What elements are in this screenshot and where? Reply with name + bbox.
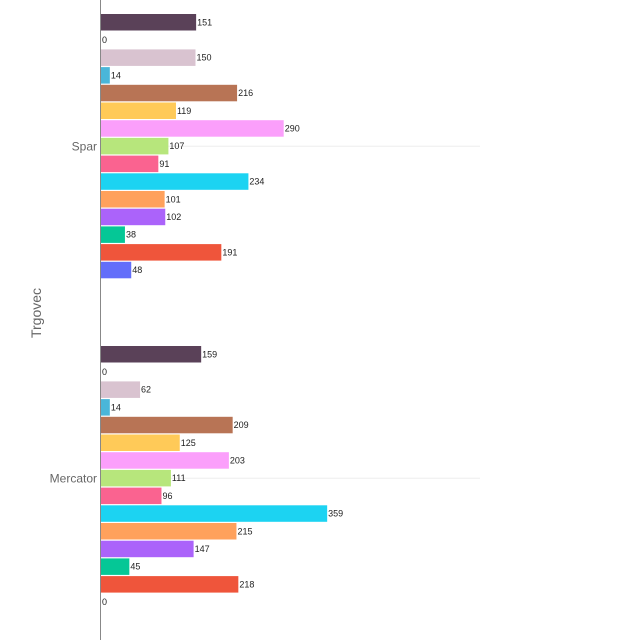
bar[interactable] bbox=[101, 434, 180, 452]
category-label: Mercator bbox=[50, 471, 97, 485]
value-label: 209 bbox=[234, 420, 249, 430]
value-label: 159 bbox=[202, 349, 217, 359]
bar[interactable] bbox=[101, 102, 176, 120]
bar[interactable] bbox=[101, 381, 141, 398]
bars bbox=[101, 14, 328, 593]
bar[interactable] bbox=[101, 487, 162, 505]
value-label: 191 bbox=[222, 247, 237, 257]
value-label: 107 bbox=[169, 141, 184, 151]
bar[interactable] bbox=[101, 84, 238, 102]
value-label: 111 bbox=[172, 473, 186, 483]
bar[interactable] bbox=[101, 49, 196, 66]
category-label: Spar bbox=[72, 139, 97, 153]
bar[interactable] bbox=[101, 452, 229, 469]
value-label: 48 bbox=[132, 265, 142, 275]
value-label: 216 bbox=[238, 88, 253, 98]
bar[interactable] bbox=[101, 399, 110, 416]
value-label: 102 bbox=[166, 212, 181, 222]
value-label: 290 bbox=[285, 123, 300, 133]
bar[interactable] bbox=[101, 505, 328, 522]
bar[interactable] bbox=[101, 191, 165, 208]
bar[interactable] bbox=[101, 416, 233, 434]
bar[interactable] bbox=[101, 558, 130, 575]
value-label: 203 bbox=[230, 455, 245, 465]
value-label: 14 bbox=[111, 70, 121, 80]
value-label: 0 bbox=[102, 367, 107, 377]
value-label: 14 bbox=[111, 402, 121, 412]
value-label: 215 bbox=[237, 526, 252, 536]
value-label: 119 bbox=[177, 106, 191, 116]
value-label: 0 bbox=[102, 35, 107, 45]
value-label: 45 bbox=[130, 562, 140, 572]
value-label: 218 bbox=[239, 579, 254, 589]
y-axis-title: Trgovec bbox=[28, 288, 44, 338]
bar[interactable] bbox=[101, 244, 222, 261]
value-label: 359 bbox=[328, 509, 343, 519]
value-label: 96 bbox=[162, 491, 172, 501]
bar[interactable] bbox=[101, 14, 197, 31]
value-label: 151 bbox=[197, 17, 212, 27]
value-label: 147 bbox=[195, 544, 210, 554]
bar[interactable] bbox=[101, 469, 171, 487]
bar[interactable] bbox=[101, 208, 166, 226]
value-label: 101 bbox=[166, 194, 181, 204]
bar[interactable] bbox=[101, 346, 202, 363]
bar[interactable] bbox=[101, 173, 249, 190]
bar[interactable] bbox=[101, 137, 169, 155]
bar[interactable] bbox=[101, 576, 239, 593]
value-label: 0 bbox=[102, 597, 107, 607]
value-label: 91 bbox=[159, 159, 169, 169]
bar[interactable] bbox=[101, 540, 194, 558]
bar[interactable] bbox=[101, 67, 110, 84]
category-labels: Spar Mercator bbox=[50, 139, 97, 485]
value-label: 234 bbox=[249, 177, 264, 187]
value-label: 125 bbox=[181, 438, 196, 448]
bar[interactable] bbox=[101, 261, 132, 279]
value-label: 38 bbox=[126, 230, 136, 240]
bar[interactable] bbox=[101, 155, 159, 173]
bar[interactable] bbox=[101, 120, 284, 137]
value-label: 62 bbox=[141, 385, 151, 395]
value-label: 150 bbox=[197, 53, 212, 63]
bar[interactable] bbox=[101, 226, 125, 243]
bar[interactable] bbox=[101, 523, 237, 540]
